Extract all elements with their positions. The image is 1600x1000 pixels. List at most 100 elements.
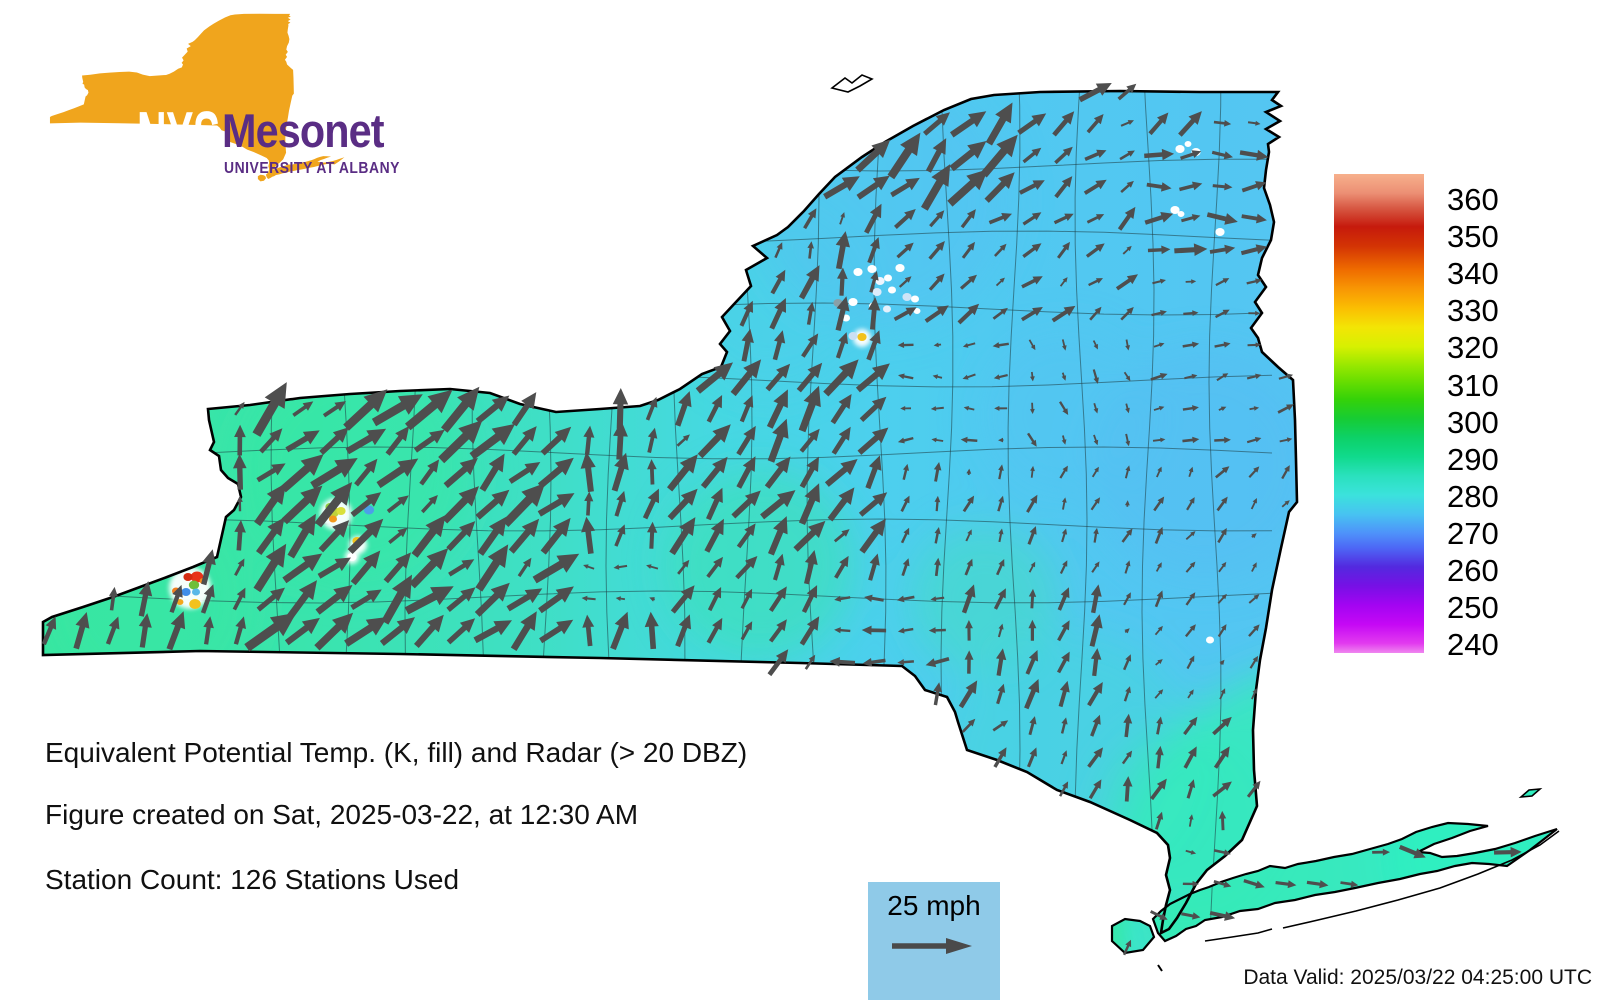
- wind-arrow: [837, 267, 848, 296]
- wind-arrow: [409, 548, 449, 589]
- wind-arrow: [964, 650, 974, 674]
- wind-arrow: [963, 406, 975, 411]
- wind-arrow: [383, 552, 411, 584]
- radar-blob: [853, 268, 863, 276]
- wind-arrow: [675, 614, 691, 648]
- wind-arrow: [1155, 811, 1164, 830]
- wind-arrow: [933, 342, 942, 348]
- wind-arrow: [988, 213, 1012, 225]
- wind-arrow: [1144, 148, 1175, 161]
- wind-arrow: [1026, 494, 1038, 513]
- wind-arrow: [799, 616, 820, 646]
- wind-arrow: [540, 517, 571, 555]
- wind-arrow: [796, 362, 823, 393]
- wind-arrow: [859, 396, 887, 422]
- wind-arrow: [1185, 849, 1197, 855]
- wind-arrow: [282, 553, 323, 584]
- wind-arrow: [347, 518, 384, 554]
- wind-arrow: [532, 553, 580, 584]
- wind-vector-field: [41, 83, 1522, 956]
- wind-arrow: [961, 241, 975, 259]
- wind-arrow: [1123, 592, 1131, 606]
- wind-arrow: [769, 298, 786, 330]
- wind-arrow: [376, 458, 419, 489]
- radar-blob: [1170, 206, 1180, 214]
- wind-arrow: [1209, 911, 1236, 921]
- wind-arrow: [1086, 214, 1105, 224]
- wind-arrow: [644, 611, 659, 650]
- wind-arrow: [1084, 149, 1107, 161]
- colorbar-tick-label: 360: [1447, 182, 1499, 217]
- wind-arrow: [894, 209, 916, 229]
- wind-arrow: [385, 426, 410, 456]
- radar-blob: [913, 308, 921, 314]
- wind-arrow: [517, 557, 532, 578]
- wind-arrow: [1028, 588, 1037, 609]
- wind-arrow: [537, 493, 575, 517]
- wind-arrow: [611, 452, 629, 492]
- wind-arrow: [964, 558, 973, 576]
- wind-arrow: [1093, 527, 1099, 543]
- wind-arrow: [1152, 278, 1166, 285]
- wind-arrow: [998, 437, 1004, 443]
- wind-arrow: [1178, 111, 1202, 137]
- wind-arrow: [865, 455, 882, 490]
- wind-arrow: [236, 495, 243, 512]
- wind-arrow: [1019, 180, 1045, 195]
- wind-arrow: [201, 549, 216, 586]
- radar-blob: [848, 332, 858, 340]
- wind-arrow: [934, 527, 941, 544]
- wind-arrow: [1090, 584, 1102, 614]
- wind-arrow: [350, 492, 382, 518]
- wind-arrow: [1218, 561, 1227, 573]
- wind-arrow: [769, 619, 787, 643]
- wind-arrow: [1217, 624, 1227, 638]
- wind-arrow: [138, 581, 153, 617]
- wind-arrow: [996, 648, 1007, 676]
- wind-arrow: [1017, 113, 1047, 135]
- wind-arrow: [772, 330, 786, 361]
- county-line: [1141, 91, 1155, 953]
- wind-arrow: [706, 487, 723, 521]
- wind-arrow: [350, 550, 381, 586]
- wind-arrow: [73, 612, 90, 650]
- wind-arrow: [1184, 373, 1198, 380]
- wind-arrow: [669, 517, 696, 556]
- wind-arrow: [1246, 373, 1262, 380]
- wind-arrow: [479, 453, 505, 492]
- wind-arrow: [583, 564, 595, 570]
- wind-arrow: [921, 164, 951, 211]
- wind-arrow: [1151, 310, 1167, 317]
- colorbar-tick-label: 240: [1447, 627, 1499, 663]
- wind-arrow: [1186, 779, 1196, 799]
- wind-arrow: [996, 683, 1006, 705]
- wind-arrow: [580, 451, 596, 493]
- wind-arrow: [1218, 810, 1227, 831]
- wind-arrow: [1090, 714, 1101, 737]
- wind-arrow: [1061, 528, 1068, 543]
- wind-arrow: [1243, 879, 1265, 889]
- wind-arrow: [511, 426, 537, 456]
- radar-blob: [895, 264, 905, 272]
- wind-arrow: [284, 617, 320, 646]
- wind-arrow: [995, 277, 1005, 287]
- wind-arrow: [1025, 650, 1038, 675]
- wind-arrow: [1125, 433, 1131, 447]
- wind-arrow: [924, 305, 949, 323]
- wind-arrow: [1155, 745, 1164, 769]
- wind-arrow: [1092, 369, 1099, 384]
- wind-speed-label: 25 mph: [887, 890, 981, 921]
- wind-arrow: [508, 462, 541, 484]
- colorbar-tick-label: 300: [1447, 404, 1499, 440]
- wind-arrow: [1087, 682, 1103, 707]
- wind-arrow: [582, 614, 595, 647]
- colorbar-tick-label: 340: [1447, 256, 1499, 292]
- wind-arrow: [928, 273, 945, 291]
- wind-arrow: [1251, 562, 1257, 572]
- logo-nys-text: NYS: [137, 98, 220, 178]
- wind-arrow: [1052, 111, 1075, 137]
- wind-arrow: [803, 208, 817, 230]
- wind-arrow: [345, 428, 387, 455]
- wind-arrow: [1121, 528, 1133, 543]
